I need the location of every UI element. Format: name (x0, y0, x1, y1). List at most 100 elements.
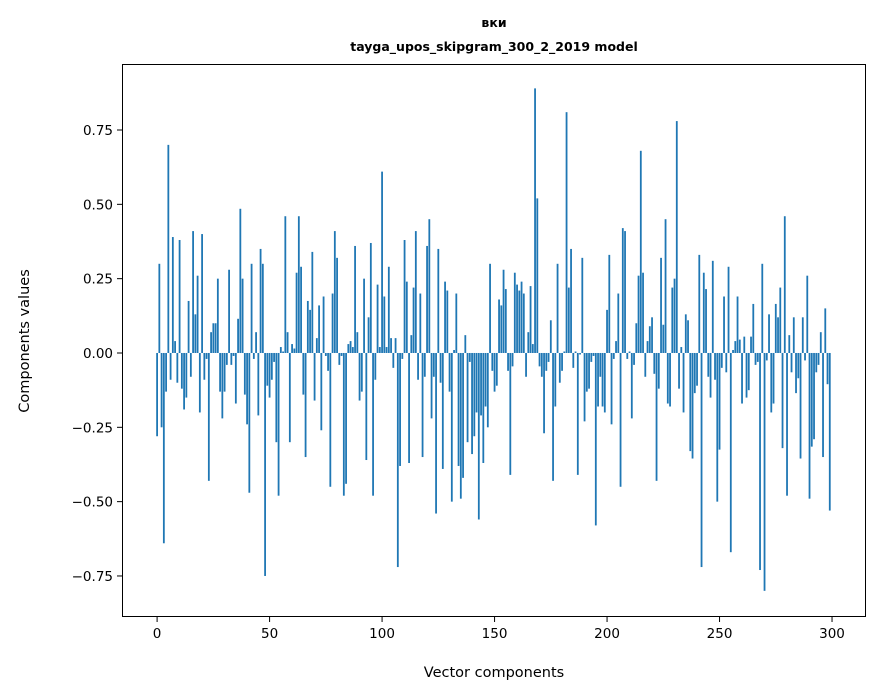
bar (648, 326, 651, 353)
x-axis: 0 50 100 150 200 250 300 (153, 617, 845, 642)
bar (473, 352, 476, 437)
bar (579, 352, 581, 355)
bars-group (156, 88, 831, 591)
bar (223, 352, 226, 392)
bar (792, 317, 795, 353)
bar (198, 352, 201, 413)
bar (171, 237, 174, 353)
bar (675, 121, 678, 353)
bar (252, 352, 255, 359)
bar (574, 351, 577, 353)
bar (594, 352, 597, 526)
bar (491, 352, 494, 371)
bar (680, 347, 683, 353)
bar (221, 352, 224, 419)
bar (162, 352, 165, 544)
bar (547, 352, 550, 362)
bar (243, 352, 246, 395)
bar (565, 112, 568, 353)
bar (421, 352, 424, 458)
x-tick-label: 200 (594, 626, 620, 642)
bar (302, 352, 305, 395)
bar (207, 352, 210, 481)
bar (806, 275, 809, 353)
bar (311, 251, 314, 353)
bar (779, 287, 782, 353)
bar (225, 352, 228, 365)
bar (529, 286, 532, 353)
bar (709, 352, 712, 398)
bar (563, 351, 566, 353)
bar (516, 284, 518, 353)
bar (313, 352, 316, 401)
bar (671, 287, 674, 353)
bar (509, 352, 512, 475)
bar (383, 296, 386, 353)
bar (808, 352, 811, 499)
bar (441, 352, 444, 469)
x-tick-label: 50 (261, 626, 278, 642)
bar (300, 266, 302, 353)
bar (520, 281, 523, 353)
bar (345, 352, 347, 484)
bar (399, 352, 401, 466)
bar (205, 352, 208, 359)
y-tick-label: −0.25 (72, 420, 113, 436)
bar (390, 338, 392, 353)
bar (504, 289, 507, 353)
bar (372, 352, 374, 496)
bar (662, 324, 665, 353)
bar (340, 352, 343, 356)
bar (691, 352, 694, 459)
bar (698, 254, 701, 353)
bar (237, 318, 239, 353)
bar (365, 352, 368, 461)
bar (331, 293, 334, 353)
bar (167, 144, 170, 353)
bar (268, 352, 271, 398)
bar (482, 352, 485, 463)
bar (765, 352, 768, 361)
bar (693, 352, 696, 394)
bar (682, 352, 685, 413)
bar (444, 281, 446, 353)
bar (786, 352, 788, 496)
bar (732, 350, 734, 353)
bar (489, 263, 491, 353)
bar (201, 234, 203, 353)
bar (583, 352, 586, 422)
bar (480, 352, 482, 416)
bar (275, 352, 278, 443)
bar (394, 338, 397, 353)
bar (752, 303, 755, 353)
y-tick-label: −0.75 (72, 569, 113, 585)
bar (219, 352, 221, 392)
bar (799, 352, 802, 459)
bar (378, 347, 381, 353)
bar (293, 348, 296, 353)
bar (768, 314, 770, 353)
bar (513, 272, 516, 353)
bar (790, 352, 793, 373)
bar (468, 352, 471, 362)
bar (156, 352, 158, 437)
bar (338, 352, 341, 365)
bar (408, 352, 410, 463)
bar (304, 352, 307, 458)
bar (396, 352, 399, 568)
bar (266, 352, 269, 386)
bar (196, 275, 199, 353)
bar (689, 352, 692, 452)
bar (810, 352, 813, 447)
bar (342, 352, 345, 496)
bar (165, 352, 167, 392)
bar (646, 341, 649, 353)
bar (185, 352, 188, 398)
bar (606, 309, 608, 353)
bar (822, 352, 824, 458)
bar (360, 352, 363, 392)
bar (327, 352, 329, 371)
bar (450, 352, 453, 502)
bar (412, 287, 415, 353)
bar (192, 231, 194, 353)
